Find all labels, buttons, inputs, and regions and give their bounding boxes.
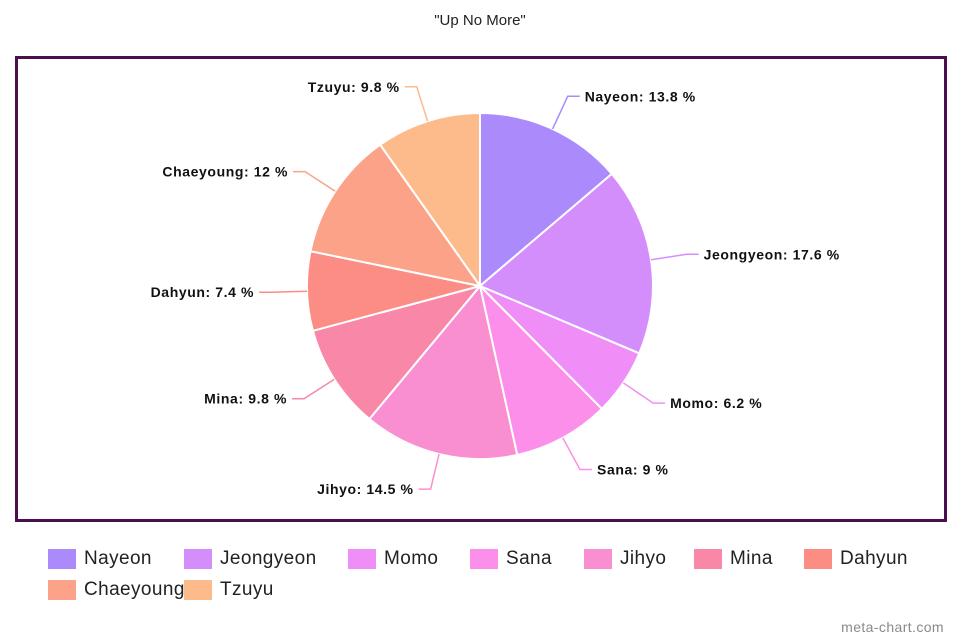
- legend-label: Sana: [506, 548, 552, 569]
- pie-slice-jihyo: [367, 283, 519, 460]
- legend-item-nayeon[interactable]: Nayeon: [48, 548, 152, 570]
- pie-labels: Nayeon: 13.8 % Jeongyeon: 17.6 % Momo: 6.2…: [151, 79, 840, 497]
- slice-label-chaeyoung: Chaeyoung: 12 %: [162, 164, 288, 180]
- legend-label: Mina: [730, 548, 773, 569]
- legend-swatch: [804, 549, 832, 569]
- slice-label-momo: Momo: 6.2 %: [670, 395, 762, 411]
- legend-label: Tzuyu: [220, 579, 274, 600]
- legend-swatch: [184, 580, 212, 600]
- legend-label: Jeongyeon: [220, 548, 317, 569]
- legend-item-mina[interactable]: Mina: [694, 548, 773, 570]
- legend-item-jihyo[interactable]: Jihyo: [584, 548, 666, 570]
- slice-label-tzuyu: Tzuyu: 9.8 %: [308, 79, 400, 95]
- leader-line-dahyun: [259, 290, 308, 293]
- legend-swatch: [584, 549, 612, 569]
- legend-swatch: [694, 549, 722, 569]
- watermark: meta-chart.com: [841, 619, 944, 635]
- legend-label: Jihyo: [620, 548, 667, 569]
- leader-line-tzuyu: [404, 86, 429, 122]
- slice-label-jihyo: Jihyo: 14.5 %: [317, 481, 414, 497]
- slice-label-dahyun: Dahyun: 7.4 %: [151, 284, 255, 300]
- slice-label-sana: Sana: 9 %: [597, 462, 669, 478]
- legend-label: Nayeon: [84, 548, 152, 569]
- slice-label-jeongyeon: Jeongyeon: 17.6 %: [704, 246, 840, 262]
- legend-item-dahyun[interactable]: Dahyun: [804, 548, 908, 570]
- pie-slice-tzuyu: [378, 111, 481, 290]
- legend-item-sana[interactable]: Sana: [470, 548, 552, 570]
- legend-swatch: [48, 549, 76, 569]
- leader-line-nayeon: [551, 95, 580, 130]
- leader-line-chaeyoung: [293, 170, 336, 192]
- legend-swatch: [470, 549, 498, 569]
- leader-line-sana: [562, 437, 592, 471]
- leader-line-mina: [292, 378, 335, 400]
- chart-title: "Up No More": [434, 12, 526, 29]
- leader-line-momo: [622, 382, 666, 404]
- legend-swatch: [348, 549, 376, 569]
- leader-line-jihyo: [418, 453, 440, 490]
- pie-slice-chaeyoung: [309, 143, 483, 288]
- slice-label-mina: Mina: 9.8 %: [204, 391, 287, 407]
- legend-swatch: [48, 580, 76, 600]
- legend-item-jeongyeon[interactable]: Jeongyeon: [184, 548, 317, 570]
- legend-label: Chaeyoung: [84, 579, 185, 600]
- slice-label-nayeon: Nayeon: 13.8 %: [585, 88, 696, 104]
- legend-item-momo[interactable]: Momo: [348, 548, 438, 570]
- legend-label: Momo: [384, 548, 439, 569]
- legend-label: Dahyun: [840, 548, 908, 569]
- pie-slice-mina: [311, 284, 483, 421]
- pie-slices: [306, 111, 654, 460]
- leader-line-jeongyeon: [650, 253, 699, 261]
- legend-swatch: [184, 549, 212, 569]
- legend-item-tzuyu[interactable]: Tzuyu: [184, 579, 274, 601]
- legend-item-chaeyoung[interactable]: Chaeyoung: [48, 579, 185, 601]
- pie-slice-sana: [478, 282, 604, 457]
